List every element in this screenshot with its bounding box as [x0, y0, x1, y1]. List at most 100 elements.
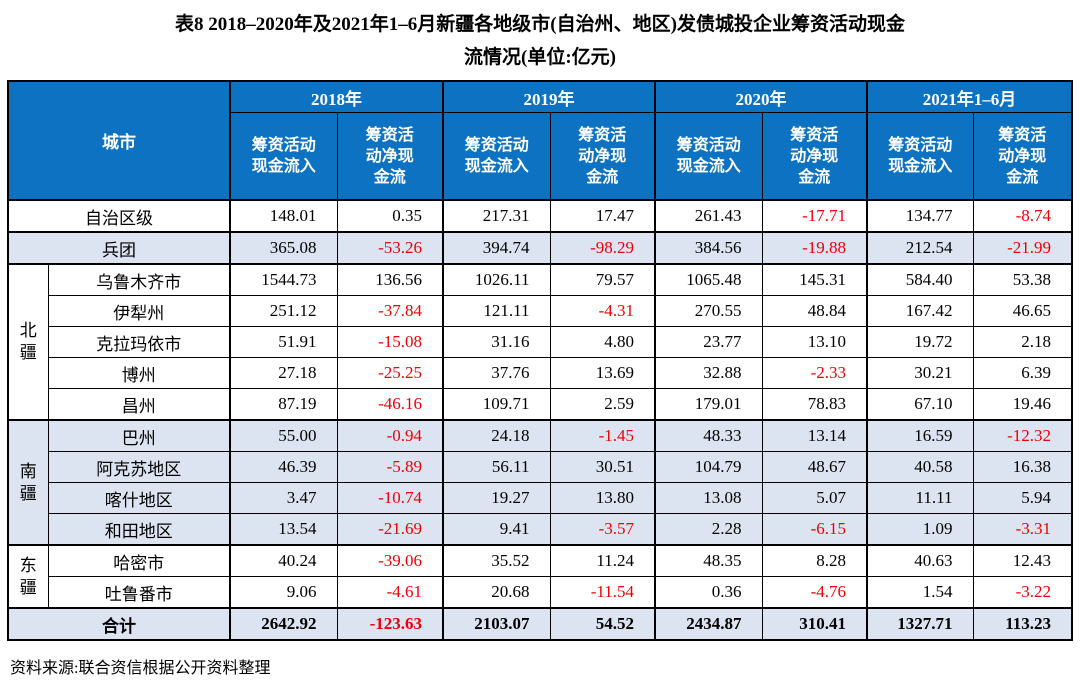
value-2021h1-inflow: 30.21 — [866, 357, 974, 389]
finance-table: 城市 2018年 2019年 2020年 2021年1–6月 筹资活动 现金流入… — [7, 80, 1073, 641]
value-2020-inflow: 48.33 — [654, 419, 763, 452]
value-2018-inflow: 55.00 — [229, 419, 338, 452]
value-2020-inflow: 261.43 — [654, 199, 763, 233]
header-city: 城市 — [7, 80, 231, 201]
value-2021h1-net: -12.32 — [972, 419, 1073, 452]
value-2021h1-inflow: 11.11 — [866, 482, 974, 514]
city-label: 哈密市 — [47, 544, 231, 577]
value-2018-inflow: 148.01 — [229, 199, 338, 233]
value-2019-inflow: 109.71 — [442, 388, 551, 421]
region-label: 北 疆 — [7, 263, 49, 421]
value-2021h1-net: -21.99 — [972, 231, 1073, 265]
header-inflow-2018: 筹资活动 现金流入 — [229, 112, 338, 201]
table-row: 伊犁州 251.12 -37.84 121.11 -4.31 270.55 48.84 167… — [8, 295, 1073, 327]
header-inflow-2021h1: 筹资活动 现金流入 — [866, 112, 974, 201]
header-year-2020: 2020年 — [654, 80, 868, 113]
value-2019-net: 11.24 — [549, 544, 656, 577]
value-2020-net: 13.10 — [761, 326, 868, 358]
city-label: 巴州 — [47, 419, 231, 452]
header-year-2021h1: 2021年1–6月 — [866, 80, 1073, 113]
value-2019-net: 79.57 — [549, 263, 656, 296]
table-row: 东 疆哈密市 40.24 -39.06 35.52 11.24 48.35 8.28 40.6… — [7, 544, 1073, 609]
value-2021h1-inflow: 19.72 — [866, 326, 974, 358]
value-2020-net: 48.67 — [761, 451, 868, 483]
value-2018-inflow: 27.18 — [229, 357, 338, 389]
value-2018-inflow: 87.19 — [229, 388, 338, 421]
value-2018-net: -25.25 — [336, 357, 444, 389]
value-2021h1-inflow: 1327.71 — [866, 607, 974, 641]
value-2019-net: -1.45 — [549, 419, 656, 452]
value-2019-inflow: 2103.07 — [442, 607, 551, 641]
table-row: 克拉玛依市 51.91 -15.08 31.16 4.80 23.77 13.10 19.72… — [8, 326, 1073, 358]
value-2018-net: -0.94 — [336, 419, 444, 452]
value-2020-net: 78.83 — [761, 388, 868, 421]
value-2021h1-net: 12.43 — [972, 544, 1073, 577]
value-2020-inflow: 48.35 — [654, 544, 763, 577]
value-2021h1-net: 16.38 — [972, 451, 1073, 483]
value-2020-net: -6.15 — [761, 513, 868, 546]
value-2019-inflow: 394.74 — [442, 231, 551, 265]
city-label: 昌州 — [47, 388, 231, 421]
city-label: 和田地区 — [47, 513, 231, 546]
value-2018-inflow: 251.12 — [229, 295, 338, 327]
value-2021h1-inflow: 167.42 — [866, 295, 974, 327]
value-2019-inflow: 9.41 — [442, 513, 551, 546]
table-row: 昌州 87.19 -46.16 109.71 2.59 179.01 78.83 67.10 1… — [8, 388, 1073, 421]
value-2020-inflow: 23.77 — [654, 326, 763, 358]
value-2018-inflow: 46.39 — [229, 451, 338, 483]
city-label: 阿克苏地区 — [47, 451, 231, 483]
value-2018-inflow: 13.54 — [229, 513, 338, 546]
value-2018-net: 136.56 — [336, 263, 444, 296]
value-2021h1-inflow: 16.59 — [866, 419, 974, 452]
table-row: 博州 27.18 -25.25 37.76 13.69 32.88 -2.33 30.21 6.… — [8, 357, 1073, 389]
value-2019-inflow: 20.68 — [442, 576, 551, 609]
value-2021h1-net: -8.74 — [972, 199, 1073, 233]
value-2021h1-inflow: 1.09 — [866, 513, 974, 546]
value-2021h1-inflow: 134.77 — [866, 199, 974, 233]
value-2020-net: -17.71 — [761, 199, 868, 233]
value-2019-inflow: 24.18 — [442, 419, 551, 452]
value-2021h1-net: 46.65 — [972, 295, 1073, 327]
city-label: 自治区级 — [7, 199, 231, 233]
city-label: 吐鲁番市 — [47, 576, 231, 609]
value-2020-net: 48.84 — [761, 295, 868, 327]
value-2019-net: 13.69 — [549, 357, 656, 389]
table-body: 自治区级 148.01 0.35 217.31 17.47 261.43 -17.71 134… — [7, 199, 1073, 641]
value-2019-inflow: 56.11 — [442, 451, 551, 483]
value-2018-inflow: 1544.73 — [229, 263, 338, 296]
value-2019-inflow: 37.76 — [442, 357, 551, 389]
value-2018-net: -37.84 — [336, 295, 444, 327]
value-2019-inflow: 121.11 — [442, 295, 551, 327]
city-label: 伊犁州 — [47, 295, 231, 327]
value-2021h1-inflow: 67.10 — [866, 388, 974, 421]
table-row: 南 疆巴州 55.00 -0.94 24.18 -1.45 48.33 13.14 16.59… — [7, 419, 1073, 546]
header-net-2020: 筹资活 动净现 金流 — [761, 112, 868, 201]
value-2021h1-inflow: 40.63 — [866, 544, 974, 577]
value-2020-inflow: 0.36 — [654, 576, 763, 609]
value-2018-net: -15.08 — [336, 326, 444, 358]
value-2020-net: 13.14 — [761, 419, 868, 452]
header-net-2021h1: 筹资活 动净现 金流 — [972, 112, 1073, 201]
table-row: 兵团 365.08 -53.26 394.74 -98.29 384.56 -19.88 21… — [7, 231, 1073, 265]
table-row: 自治区级 148.01 0.35 217.31 17.47 261.43 -17.71 134… — [7, 199, 1073, 233]
value-2020-inflow: 2434.87 — [654, 607, 763, 641]
value-2019-net: -98.29 — [549, 231, 656, 265]
table-row: 阿克苏地区 46.39 -5.89 56.11 30.51 104.79 48.67 40.5… — [8, 451, 1073, 483]
value-2021h1-inflow: 40.58 — [866, 451, 974, 483]
value-2020-inflow: 1065.48 — [654, 263, 763, 296]
value-2019-net: -3.57 — [549, 513, 656, 546]
value-2020-net: 310.41 — [761, 607, 868, 641]
value-2019-inflow: 19.27 — [442, 482, 551, 514]
header-net-2018: 筹资活 动净现 金流 — [336, 112, 444, 201]
value-2019-net: 17.47 — [549, 199, 656, 233]
value-2019-net: 30.51 — [549, 451, 656, 483]
table-title-line2: 流情况(单位:亿元) — [464, 47, 616, 68]
value-2019-net: -11.54 — [549, 576, 656, 609]
value-2018-net: -5.89 — [336, 451, 444, 483]
table-row: 吐鲁番市 9.06 -4.61 20.68 -11.54 0.36 -4.76 1.54 -3.… — [8, 576, 1073, 609]
value-2018-inflow: 2642.92 — [229, 607, 338, 641]
value-2018-inflow: 365.08 — [229, 231, 338, 265]
value-2019-net: 2.59 — [549, 388, 656, 421]
region-label: 南 疆 — [7, 419, 49, 546]
value-2018-inflow: 3.47 — [229, 482, 338, 514]
